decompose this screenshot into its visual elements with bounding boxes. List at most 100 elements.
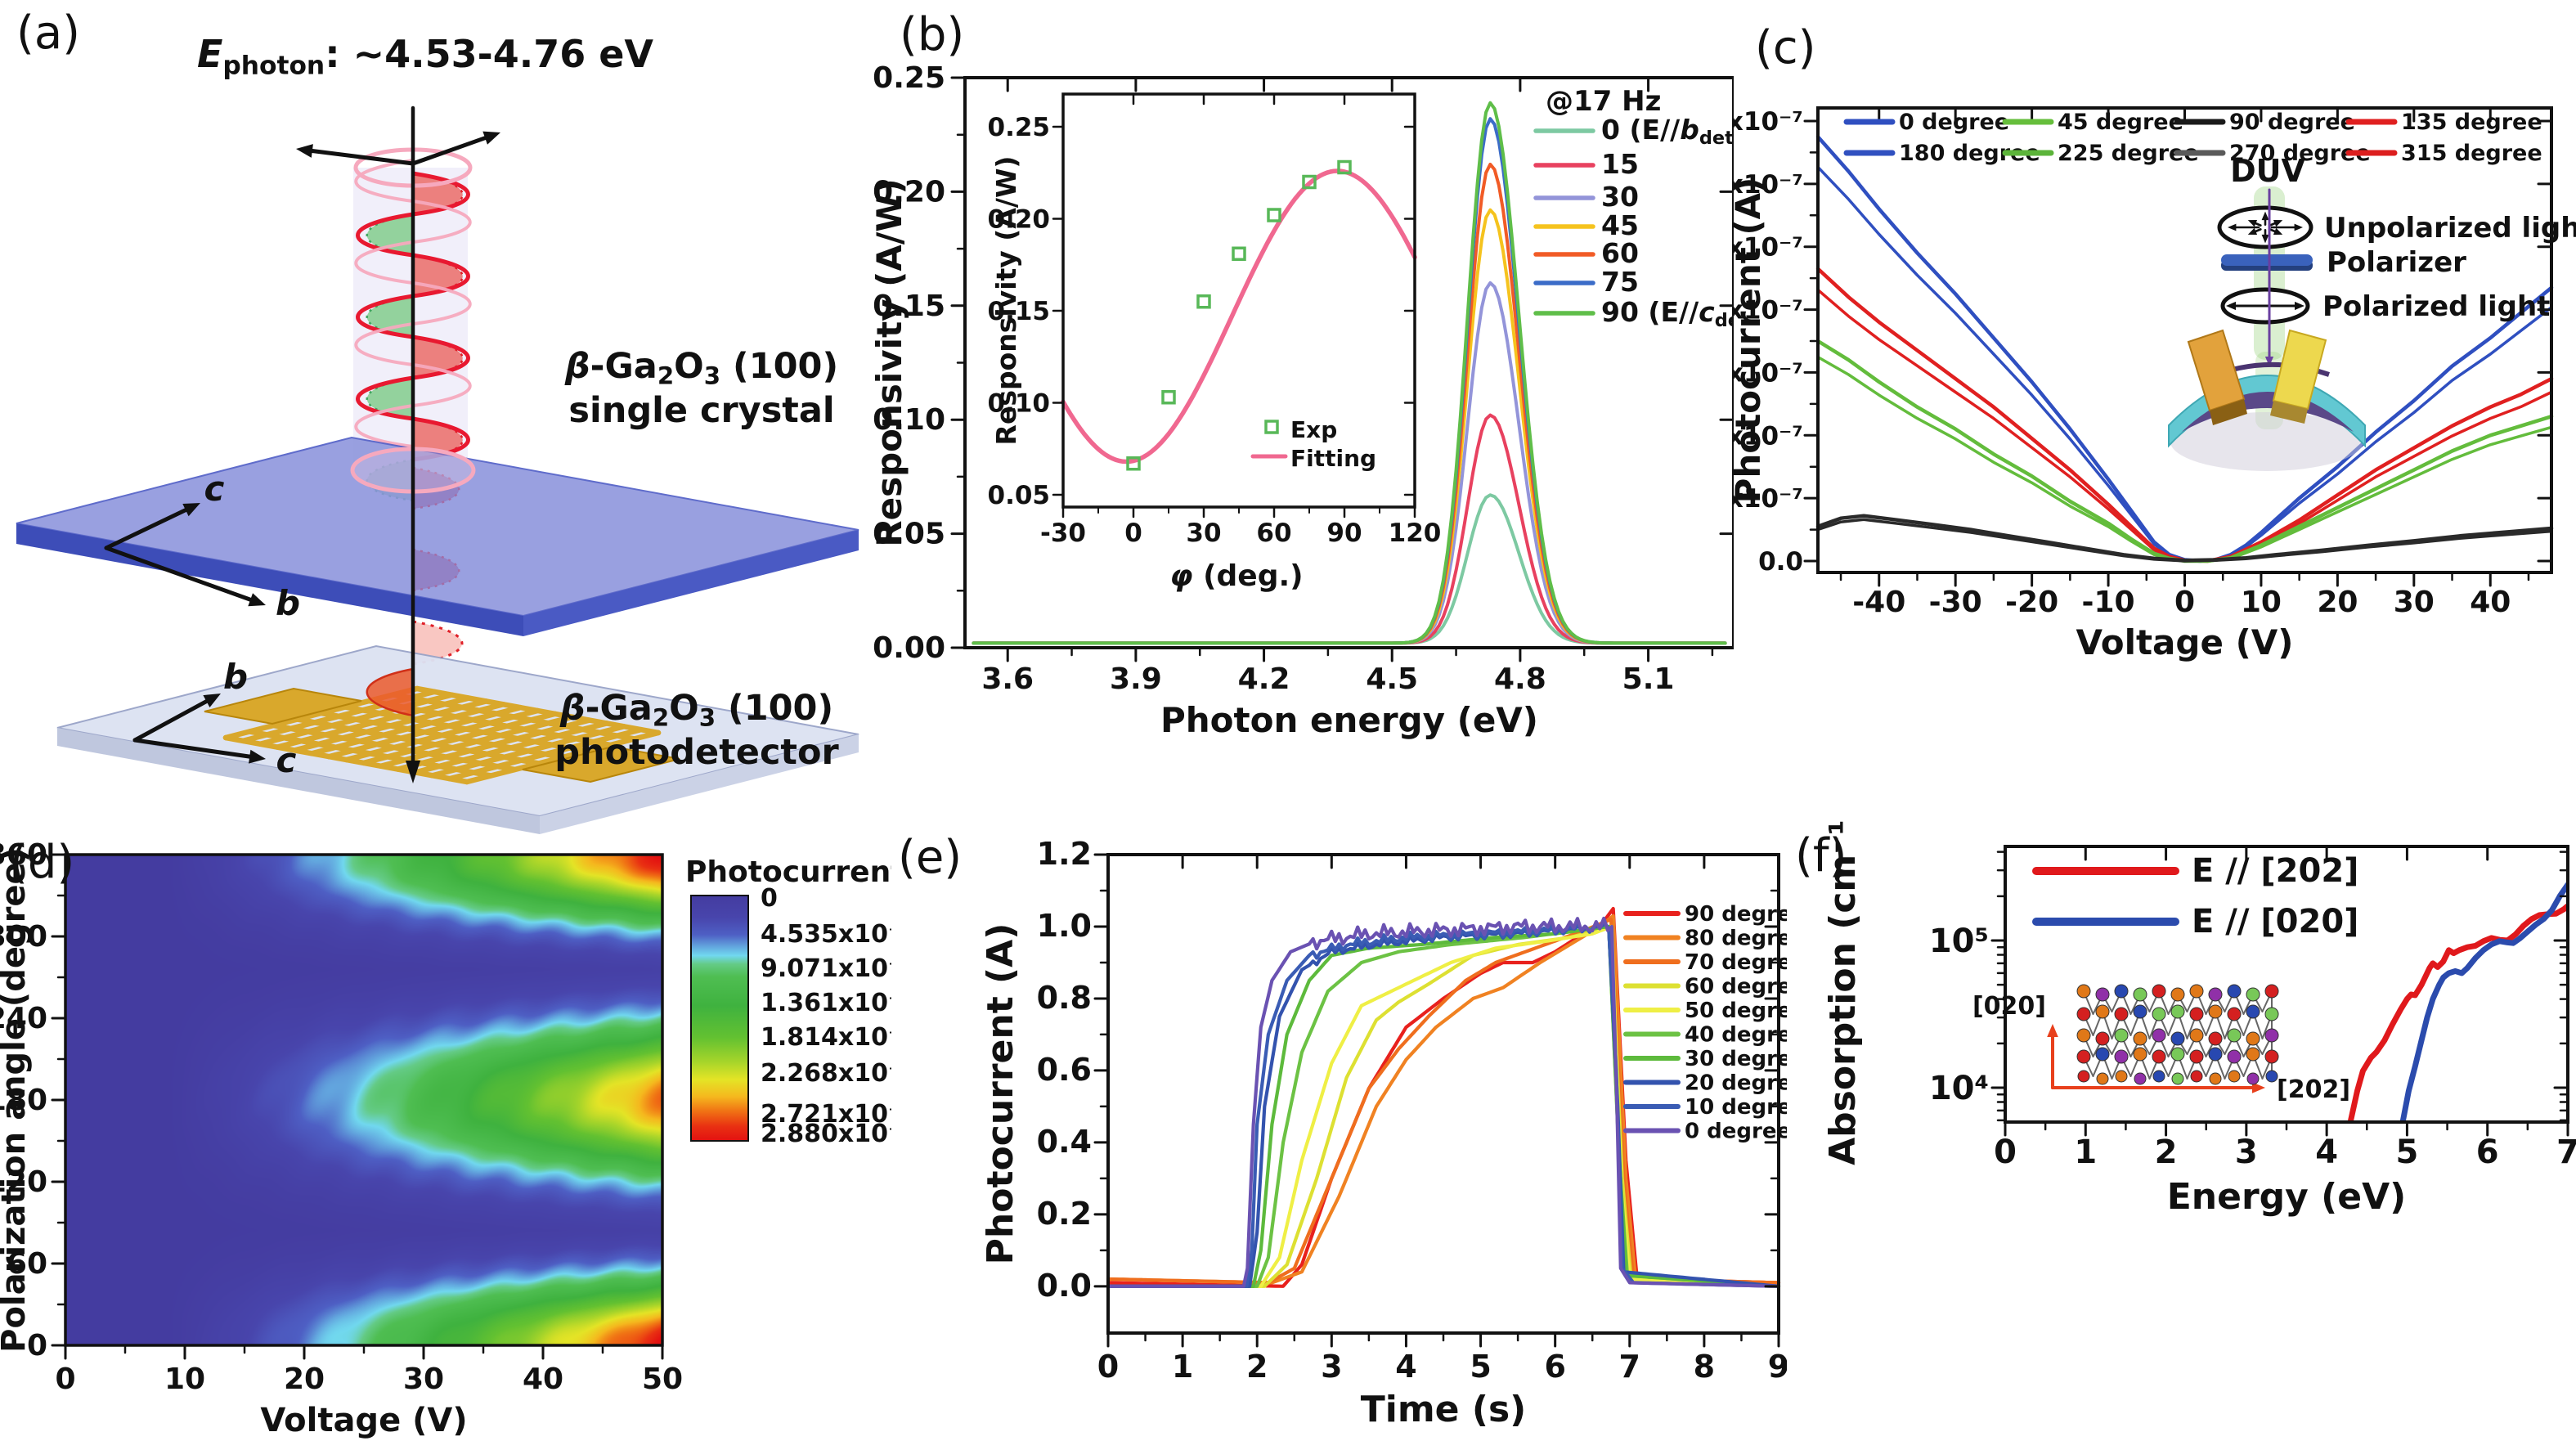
atom <box>2246 1004 2260 1019</box>
legend: E // [202] E // [020] <box>2032 852 2358 940</box>
atom <box>2095 987 2110 1002</box>
detector-label-line1: β-Ga2O3 (100) <box>559 688 833 732</box>
svg-text:0.20: 0.20 <box>988 205 1051 235</box>
svg-text:3: 3 <box>1321 1349 1342 1385</box>
inset-legend-fit: Fitting <box>1290 445 1376 472</box>
svg-text:7: 7 <box>1619 1349 1640 1385</box>
atom <box>2076 1028 2091 1043</box>
colorbar-tick-2: 9.071x10⁻⁸ <box>761 954 891 983</box>
colorbar-tick-6: 2.721x10⁻⁷ <box>761 1100 891 1129</box>
panel-d-polarization-heatmap: (d) 0 10 20 30 40 50 0 60 120 180 240 300 360 Voltage… <box>0 818 891 1441</box>
detector-axes: bc <box>132 657 297 780</box>
legend-135-degree: 135 degree <box>2401 110 2542 135</box>
panel-c-photocurrent-voltage-chart: (c) -40 -30 -20 -10 0 10 20 30 40 0.0 1.0x10⁻⁷ 2.0x… <box>1734 0 2576 818</box>
svg-text:-20: -20 <box>2005 586 2058 619</box>
svg-text:0.25: 0.25 <box>988 113 1051 142</box>
atom <box>2096 1072 2109 1085</box>
exp-point <box>1267 208 1281 222</box>
spectral-curves <box>972 101 1727 645</box>
svg-text:-30: -30 <box>1040 518 1086 548</box>
panel-e-figure: 0 1 2 3 4 5 6 7 8 9 0.0 0.2 0.4 0.6 0.8 1.0 1.2 Time (s) P… <box>980 836 1787 1430</box>
svg-text:c: c <box>204 469 225 509</box>
svg-text:30: 30 <box>1186 518 1221 548</box>
atom <box>2246 987 2260 1002</box>
svg-text:3.6: 3.6 <box>981 662 1034 696</box>
x-axis-title: Time (s) <box>1361 1389 1527 1430</box>
svg-text:-40: -40 <box>1852 586 1905 619</box>
legend-entry-0: E // [202] <box>2192 852 2358 890</box>
curve-0-degree <box>1106 916 1781 1288</box>
direction-202-label: [202] <box>2277 1075 2350 1104</box>
svg-text:0.2: 0.2 <box>1037 1196 1092 1232</box>
colorbar-tick-0: 0 <box>761 884 778 913</box>
exp-point <box>1126 456 1141 471</box>
polarization-inset: -30 0 30 60 90 120 0.05 0.10 0.15 0.20 0.25 φ (deg.… <box>988 92 1441 593</box>
time-response-chart: 0 1 2 3 4 5 6 7 8 9 0.0 0.2 0.4 0.6 0.8 1.0 1.2 Time (s) P… <box>980 836 1787 1430</box>
svg-text:0.4: 0.4 <box>1037 1124 1092 1160</box>
svg-text:40: 40 <box>523 1362 563 1396</box>
svg-text:7.0x10⁻⁷: 7.0x10⁻⁷ <box>1734 107 1803 137</box>
atom <box>2170 987 2185 1002</box>
atom <box>2264 1028 2279 1043</box>
photocurrent-voltage-chart: -40 -30 -20 -10 0 10 20 30 40 0.0 1.0x10⁻⁷ 2.0x10⁻⁷… <box>1734 106 2576 662</box>
svg-text:1.2: 1.2 <box>1037 836 1092 872</box>
panel-f-label: (f) <box>1795 829 1847 882</box>
svg-text:4.2: 4.2 <box>1238 662 1290 696</box>
svg-text:0.0: 0.0 <box>1758 547 1803 577</box>
svg-text:5.1: 5.1 <box>1622 662 1675 696</box>
legend-80-degree: 80 degree <box>1685 927 1787 951</box>
fit-curve <box>1061 168 1417 465</box>
atom <box>2246 1047 2260 1062</box>
legend: 90 degree80 degree70 degree60 degree50 d… <box>1623 902 1787 1144</box>
colorbar: Photocurrent (A)0 4.535x10⁻⁸ 9.071x10⁻⁸ 1.3… <box>685 855 891 1148</box>
legend-70-degree: 70 degree <box>1685 950 1787 975</box>
svg-text:6: 6 <box>1544 1349 1565 1385</box>
svg-text:3: 3 <box>2235 1133 2258 1171</box>
crystal-slab <box>16 436 859 636</box>
inset-y-axis-title: Responsivity (A/W) <box>990 156 1022 446</box>
svg-text:0: 0 <box>1124 518 1142 548</box>
colorbar-title: Photocurrent (A) <box>685 855 891 889</box>
atom <box>2246 1072 2260 1085</box>
y-axis-title: Polarization angle (degree) <box>0 847 33 1353</box>
wave-impact-lobe <box>366 667 415 717</box>
panel-d-figure: 0 10 20 30 40 50 0 60 120 180 240 300 360 Voltage (V)… <box>0 838 891 1439</box>
unpolarized-light-icon <box>2217 205 2313 249</box>
atom <box>2189 984 2204 999</box>
legend-entry-15deg: 15 <box>1601 148 1639 180</box>
svg-text:b: b <box>223 657 248 697</box>
panel-e-time-response-chart: (e) 0 1 2 3 4 5 6 7 8 9 0.0 0.2 0.4 0.6 0.8 1.0 1.2 Time … <box>891 818 1787 1441</box>
atom <box>2189 1007 2204 1021</box>
atom <box>2152 1007 2166 1021</box>
y-axis-title: Responsivity (A/W) <box>869 178 909 546</box>
svg-text:0.05: 0.05 <box>873 518 945 551</box>
svg-text:c: c <box>276 740 297 780</box>
svg-text:0: 0 <box>55 1362 75 1396</box>
incident-beam-axis <box>296 105 500 783</box>
svg-text:0: 0 <box>27 1329 47 1362</box>
atom <box>2227 984 2242 999</box>
atom <box>2077 1070 2090 1083</box>
atom <box>2189 1049 2204 1064</box>
atom <box>2227 1028 2242 1043</box>
crystal-label-line1: β-Ga2O3 (100) <box>564 346 838 390</box>
legend-30-degree: 30 degree <box>1685 1047 1787 1071</box>
atom <box>2170 1031 2185 1046</box>
svg-text:180: 180 <box>0 1084 47 1117</box>
legend-315-degree: 315 degree <box>2401 141 2542 166</box>
atom <box>2095 1004 2110 1019</box>
svg-text:4.0x10⁻⁷: 4.0x10⁻⁷ <box>1734 296 1803 325</box>
svg-text:0.05: 0.05 <box>988 481 1051 510</box>
atom <box>2152 1049 2166 1064</box>
colorbar-tick-4: 1.814x10⁻⁸ <box>761 1023 891 1052</box>
svg-text:6: 6 <box>2476 1133 2499 1171</box>
svg-text:0.10: 0.10 <box>873 403 945 437</box>
legend-entry-45deg: 45 <box>1601 209 1639 241</box>
helix-polarized-wave <box>354 159 472 502</box>
panel-b-figure: 3.6 3.9 4.2 4.5 4.8 5.1 0.00 0.05 0.10 0.15 0.20 0.… <box>869 61 1734 740</box>
exp-point <box>1337 159 1352 175</box>
curve-twin <box>1816 518 2553 563</box>
panel-f-absorption-chart: (f) 0 1 2 3 4 5 6 7 10⁴ 10⁵ Energy (eV) Absorption … <box>1787 818 2576 1441</box>
atom <box>2209 1072 2222 1085</box>
